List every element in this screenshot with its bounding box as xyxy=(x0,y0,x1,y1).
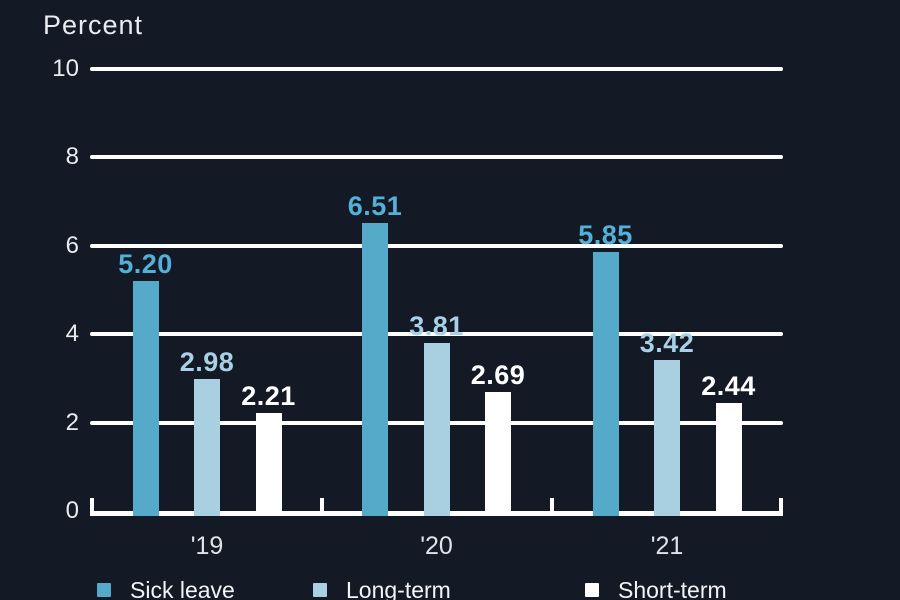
value-label-long-term-19: 2.98 xyxy=(179,347,235,378)
gridline-10 xyxy=(90,67,783,71)
gridline-6 xyxy=(90,243,783,248)
y-tick-label-8: 8 xyxy=(65,143,79,171)
bar-long-term-19 xyxy=(194,379,220,516)
bar-short-term-20 xyxy=(485,392,511,516)
legend-item-sick-leave: Sick leave xyxy=(97,577,235,600)
x-tick-label-19: '19 xyxy=(190,532,224,560)
value-label-short-term-20: 2.69 xyxy=(470,360,526,391)
value-label-sick-leave-19: 5.20 xyxy=(118,249,173,280)
bar-sick-leave-19 xyxy=(132,281,159,516)
x-tick-label-21: '21 xyxy=(650,532,684,560)
y-tick-label-6: 6 xyxy=(65,231,79,259)
value-label-sick-leave-20: 6.51 xyxy=(347,191,403,222)
legend-item-short-term: Short-term xyxy=(585,577,727,600)
y-tick-label-2: 2 xyxy=(65,408,79,436)
legend-label-short-term: Short-term xyxy=(618,577,727,600)
x-axis-tick-0 xyxy=(90,498,94,512)
value-label-long-term-21: 3.42 xyxy=(639,327,695,358)
bar-sick-leave-21 xyxy=(592,252,619,516)
gridline-4 xyxy=(90,332,783,337)
value-label-short-term-19: 2.21 xyxy=(241,381,296,412)
bar-sick-leave-20 xyxy=(362,223,388,516)
legend-label-sick-leave: Sick leave xyxy=(130,577,235,600)
value-label-short-term-21: 2.44 xyxy=(701,371,756,402)
legend-label-long-term: Long-term xyxy=(346,577,451,600)
bar-short-term-19 xyxy=(255,413,282,516)
bar-long-term-21 xyxy=(654,359,680,516)
y-axis-title: Percent xyxy=(43,10,144,40)
legend-item-long-term: Long-term xyxy=(313,577,451,600)
value-label-sick-leave-21: 5.85 xyxy=(578,220,633,251)
x-axis-tick-2 xyxy=(549,498,554,512)
x-tick-label-20: '20 xyxy=(420,532,453,560)
bar-short-term-21 xyxy=(715,403,742,516)
x-axis-tick-1 xyxy=(319,498,324,512)
legend-swatch-sick-leave xyxy=(97,583,111,597)
x-axis-tick-3 xyxy=(779,498,783,512)
legend-swatch-short-term xyxy=(585,583,599,597)
y-tick-label-4: 4 xyxy=(65,320,79,348)
y-tick-label-10: 10 xyxy=(52,55,79,82)
bar-long-term-20 xyxy=(423,342,450,516)
y-tick-label-0: 0 xyxy=(65,497,79,524)
legend-swatch-long-term xyxy=(313,583,327,597)
value-label-long-term-20: 3.81 xyxy=(409,310,464,341)
gridline-8 xyxy=(90,155,783,160)
